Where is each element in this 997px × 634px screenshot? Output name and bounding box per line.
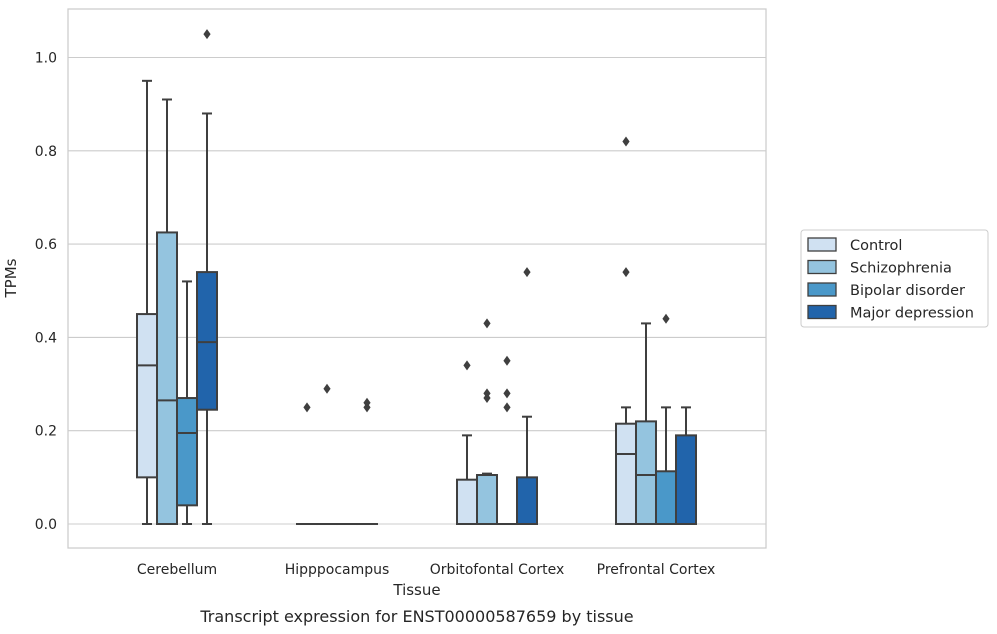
- outlier-point: [463, 360, 471, 371]
- x-tick-label: Prefrontal Cortex: [597, 562, 716, 578]
- legend-swatch: [807, 304, 837, 320]
- legend-label: Major depression: [850, 306, 974, 322]
- x-tick-label: Cerebellum: [137, 562, 217, 578]
- outlier-point: [483, 388, 491, 399]
- box-body: [655, 470, 677, 525]
- y-axis-ticks: 0.0 0.2 0.4 0.6 0.8 1.0: [35, 51, 57, 534]
- outlier-point: [303, 402, 311, 413]
- box-2-0: [176, 280, 198, 525]
- outlier-point: [622, 267, 630, 278]
- box-body: [196, 271, 218, 411]
- y-tick-label: 0.2: [35, 424, 57, 440]
- outlier-point: [523, 267, 531, 278]
- outlier-point: [503, 388, 511, 399]
- box-body: [476, 474, 498, 525]
- x-axis-label: Tissue: [392, 581, 440, 599]
- x-axis-ticks: Cerebellum Hipppocampus Orbitofontal Corte…: [137, 562, 715, 578]
- box-0-2: [456, 360, 478, 525]
- legend-swatch: [807, 259, 837, 275]
- x-tick-label: Orbitofontal Cortex: [430, 562, 565, 578]
- y-tick-label: 0.0: [35, 517, 57, 533]
- box-3-1: [356, 397, 378, 526]
- y-tick-label: 0.8: [35, 144, 57, 160]
- outlier-point: [503, 402, 511, 413]
- box-body: [156, 231, 178, 525]
- box-body: [516, 476, 538, 526]
- box-1-2: [476, 318, 498, 525]
- outlier-point: [323, 383, 331, 394]
- box-1-1: [316, 383, 338, 526]
- outlier-point: [622, 136, 630, 147]
- boxes: [136, 29, 697, 526]
- outlier-point: [483, 318, 491, 329]
- box-body: [675, 434, 697, 525]
- legend-frame: [800, 229, 989, 328]
- y-tick-label: 0.6: [35, 237, 57, 253]
- plot-frame: [67, 8, 767, 549]
- box-0-3: [615, 136, 637, 526]
- box-body: [136, 313, 158, 479]
- box-3-3: [675, 406, 697, 525]
- box-body: [635, 420, 657, 525]
- outlier-point: [662, 313, 670, 324]
- legend-swatch: [807, 282, 837, 297]
- box-0-0: [136, 79, 158, 525]
- outlier-point: [363, 397, 371, 408]
- y-axis-label: TPMs: [2, 258, 20, 298]
- outlier-point: [503, 355, 511, 366]
- x-tick-label: Hipppocampus: [285, 562, 390, 578]
- box-body: [176, 397, 198, 507]
- box-0-1: [296, 402, 318, 526]
- legend-label: Schizophrenia: [850, 261, 952, 277]
- box-2-3: [655, 313, 677, 525]
- box-1-3: [635, 322, 657, 525]
- chart-caption: Transcript expression for ENST0000058765…: [199, 607, 633, 626]
- box-body: [456, 478, 478, 525]
- outlier-point: [203, 29, 211, 40]
- box-body: [615, 422, 637, 526]
- y-tick-label: 1.0: [35, 51, 57, 67]
- y-tick-label: 0.4: [35, 330, 57, 346]
- legend-swatch: [807, 237, 837, 252]
- box-1-0: [156, 98, 178, 525]
- legend-label: Bipolar disorder: [850, 283, 965, 299]
- legend: Control Schizophrenia Bipolar disorder Majo…: [800, 229, 989, 328]
- box-3-2: [516, 267, 538, 526]
- legend-label: Control: [850, 238, 902, 254]
- box-2-2: [496, 355, 518, 526]
- box-3-0: [196, 29, 218, 525]
